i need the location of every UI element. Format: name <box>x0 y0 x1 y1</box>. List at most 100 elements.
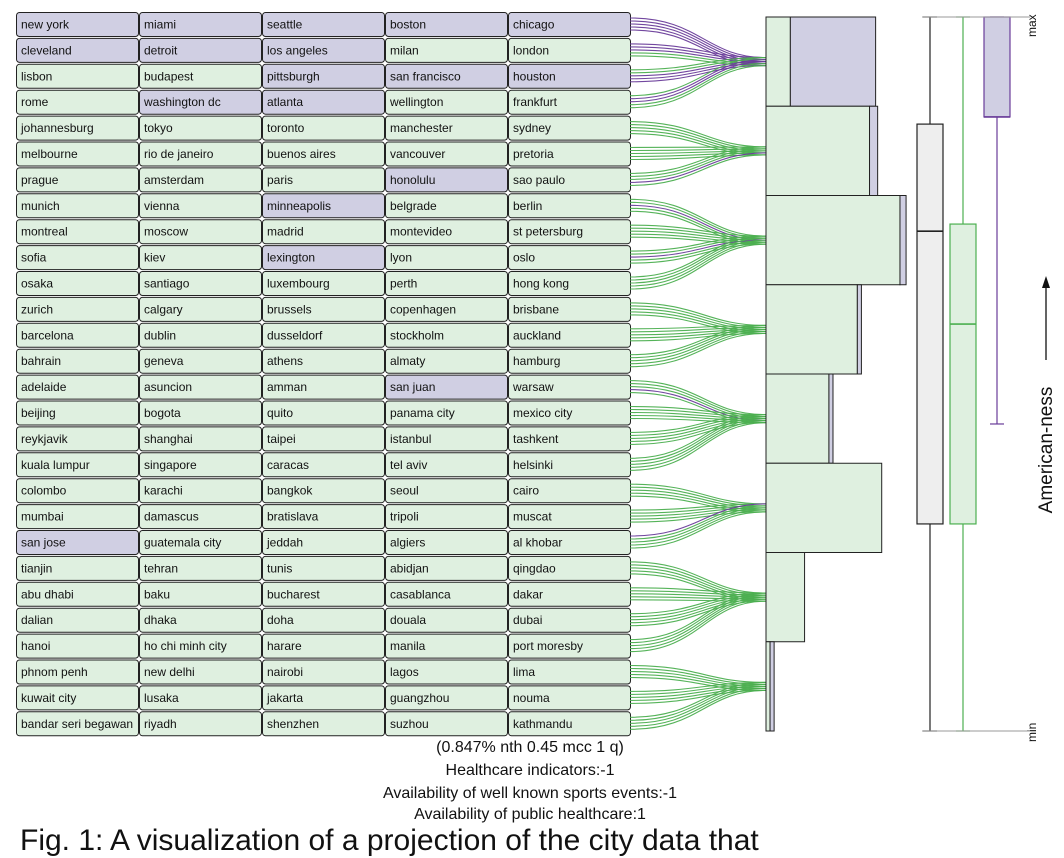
connection-curve <box>629 418 767 465</box>
table-cell <box>385 167 508 193</box>
city-label: sydney <box>513 121 551 135</box>
table-cell <box>16 219 139 245</box>
city-label: montreal <box>21 225 68 239</box>
city-label: munich <box>21 199 60 213</box>
city-label: santiago <box>144 277 190 291</box>
city-label: miami <box>144 18 176 32</box>
connection-curve <box>629 511 767 523</box>
table-cell <box>16 141 139 167</box>
city-label: doha <box>267 613 294 627</box>
table-cell <box>262 555 385 581</box>
table-cell <box>385 452 508 478</box>
connection-curve <box>629 685 767 698</box>
connection-curve <box>629 59 767 100</box>
table-cell <box>262 452 385 478</box>
city-label: vienna <box>144 199 180 213</box>
table-cell <box>262 685 385 711</box>
city-label: asuncion <box>144 380 192 394</box>
table-cell <box>139 633 262 659</box>
city-label: lagos <box>390 665 419 679</box>
city-label: mexico city <box>513 406 572 420</box>
city-label: karachi <box>144 484 183 498</box>
city-label: warsaw <box>512 380 554 394</box>
connection-curve <box>629 592 767 615</box>
connection-curve <box>629 239 767 284</box>
table-cell <box>139 37 262 63</box>
connection-curve <box>629 241 767 287</box>
city-label: tashkent <box>513 432 559 446</box>
city-label: st petersburg <box>513 225 583 239</box>
city-label: frankfurt <box>513 95 558 109</box>
histogram-bar-green <box>765 16 791 107</box>
table-cell <box>262 711 385 737</box>
connection-curve <box>629 235 767 252</box>
caption-line-4: Availability of public healthcare:1 <box>414 806 646 823</box>
table-cell <box>139 452 262 478</box>
connection-curve <box>629 383 767 418</box>
city-label: abu dhabi <box>21 587 74 601</box>
table-cell <box>16 322 139 348</box>
city-label: oslo <box>513 251 535 265</box>
city-label: jakarta <box>266 691 303 705</box>
city-label: guatemala city <box>144 536 221 550</box>
city-label: madrid <box>267 225 304 239</box>
connection-curve <box>629 683 767 695</box>
table-cell <box>385 426 508 452</box>
city-label: colombo <box>21 484 67 498</box>
connection-curve <box>629 65 767 83</box>
table-cell <box>385 478 508 504</box>
table-cell <box>262 296 385 322</box>
city-label: lisbon <box>21 69 52 83</box>
table-cell <box>16 685 139 711</box>
connection-curve <box>629 503 767 537</box>
table-cell <box>385 504 508 530</box>
city-label: phnom penh <box>21 665 88 679</box>
connection-curve <box>629 416 767 462</box>
connection-curve <box>629 148 767 152</box>
connection-curve <box>629 685 767 724</box>
connection-curve <box>629 681 767 718</box>
city-label: tel aviv <box>390 458 427 472</box>
table-cell <box>139 89 262 115</box>
connection-curve <box>629 414 767 459</box>
city-label: houston <box>513 69 556 83</box>
caption-line-1: (0.847% nth 0.45 mcc 1 q) <box>436 739 624 756</box>
boxplot-box <box>983 16 1011 118</box>
connection-curve <box>629 422 767 445</box>
connection-curve <box>629 689 767 730</box>
connection-curve <box>629 420 767 468</box>
city-label: new york <box>21 18 70 32</box>
city-label: brussels <box>267 302 312 316</box>
city-label: quito <box>267 406 293 420</box>
table-cell <box>139 478 262 504</box>
table-cell <box>16 711 139 737</box>
city-label: perth <box>390 277 417 291</box>
table-cell <box>385 322 508 348</box>
table-cell <box>262 63 385 89</box>
city-label: lexington <box>267 251 315 265</box>
city-label: panama city <box>390 406 455 420</box>
table-cell <box>16 426 139 452</box>
city-label: tripoli <box>390 510 419 524</box>
city-label: chicago <box>513 18 555 32</box>
city-label: dusseldorf <box>267 328 323 342</box>
table-cell <box>16 400 139 426</box>
city-label: singapore <box>144 458 197 472</box>
connection-curve <box>629 17 767 59</box>
histogram <box>765 16 907 732</box>
table-cell <box>385 711 508 737</box>
connection-curve <box>629 237 767 255</box>
table-cell <box>16 374 139 400</box>
table-cell <box>139 296 262 322</box>
table-cell <box>16 37 139 63</box>
connection-curve <box>629 596 767 621</box>
city-label: montevideo <box>390 225 452 239</box>
connection-curve <box>629 332 767 342</box>
table-cell <box>385 141 508 167</box>
connection-curve <box>629 664 767 683</box>
table-cell <box>385 659 508 685</box>
connection-curve <box>629 237 767 281</box>
city-label: kuwait city <box>21 691 76 705</box>
table-cell <box>262 193 385 219</box>
city-label: manila <box>390 639 426 653</box>
